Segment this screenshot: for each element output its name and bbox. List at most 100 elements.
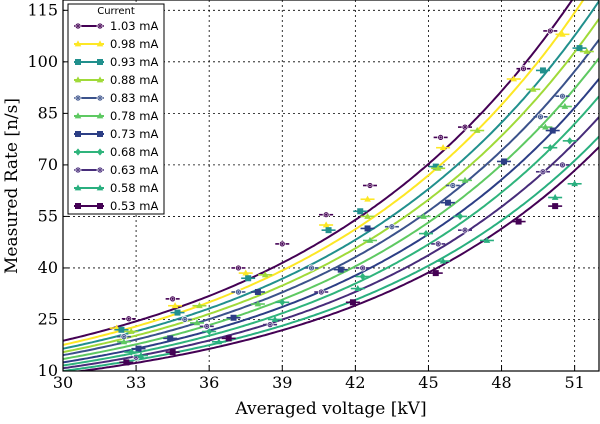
data-point xyxy=(241,275,256,282)
data-point xyxy=(163,335,178,342)
data-marker xyxy=(547,144,554,152)
marker-inner xyxy=(127,317,131,321)
data-point xyxy=(535,168,550,176)
data-marker xyxy=(359,272,366,281)
data-marker xyxy=(461,123,469,131)
marker-shape xyxy=(520,65,527,73)
marker-inner xyxy=(541,170,545,174)
y-axis-title: Measured Rate [n/s] xyxy=(2,98,22,274)
marker-shape xyxy=(359,272,366,281)
data-marker xyxy=(317,288,325,296)
marker-shape xyxy=(75,203,81,209)
data-marker xyxy=(461,226,469,234)
data-marker xyxy=(434,240,442,248)
data-point xyxy=(192,302,207,309)
x-tick-label: 51 xyxy=(564,373,584,392)
data-point xyxy=(116,333,131,341)
marker-shape xyxy=(364,225,371,232)
x-tick-label: 42 xyxy=(345,373,365,392)
legend-marker xyxy=(97,148,103,156)
marker-shape xyxy=(235,264,242,272)
legend-marker xyxy=(75,131,81,137)
data-point xyxy=(267,315,282,322)
data-point xyxy=(545,127,560,134)
data-point xyxy=(362,236,377,243)
data-marker xyxy=(137,351,145,358)
data-marker xyxy=(118,326,125,333)
marker-shape xyxy=(549,127,556,134)
data-marker xyxy=(529,85,537,92)
marker-shape xyxy=(317,288,325,296)
marker-shape xyxy=(196,302,203,309)
marker-inner xyxy=(368,183,372,188)
marker-inner xyxy=(560,94,565,98)
data-marker xyxy=(546,27,554,35)
marker-shape xyxy=(439,144,447,151)
legend-entry: 0.58 mA xyxy=(74,181,158,195)
data-point xyxy=(479,236,494,243)
marker-shape xyxy=(235,288,242,296)
marker-inner xyxy=(560,163,565,167)
data-point xyxy=(177,316,192,323)
marker-shape xyxy=(349,299,356,306)
marker-shape xyxy=(96,94,104,102)
marker-inner xyxy=(205,324,209,328)
data-marker xyxy=(461,176,469,183)
marker-shape xyxy=(515,218,522,225)
data-marker xyxy=(366,182,374,189)
marker-shape xyxy=(96,166,104,174)
marker-inner xyxy=(521,67,526,71)
data-point xyxy=(319,221,334,228)
marker-shape xyxy=(120,338,128,345)
data-marker xyxy=(349,299,356,306)
data-marker xyxy=(520,65,527,73)
data-marker xyxy=(434,164,442,171)
data-marker xyxy=(254,288,261,295)
marker-inner xyxy=(170,297,175,301)
data-marker xyxy=(174,309,181,316)
legend-entry: 0.73 mA xyxy=(74,127,158,141)
fit-curve-0-58-mA xyxy=(63,135,599,371)
data-marker xyxy=(266,321,274,329)
marker-shape xyxy=(439,257,447,264)
marker-shape xyxy=(181,316,189,323)
data-marker xyxy=(439,144,447,151)
data-point xyxy=(314,288,329,296)
data-marker xyxy=(483,236,491,243)
legend-marker xyxy=(74,112,82,119)
data-point xyxy=(431,240,446,248)
marker-shape xyxy=(271,315,279,322)
data-marker xyxy=(322,221,330,228)
data-point xyxy=(453,212,468,221)
marker-shape xyxy=(461,226,469,234)
marker-shape xyxy=(583,47,591,54)
legend-entry: 0.93 mA xyxy=(74,55,158,69)
data-point xyxy=(168,302,183,309)
marker-shape xyxy=(561,102,569,109)
marker-shape xyxy=(552,203,559,210)
marker-shape xyxy=(127,327,135,334)
marker-inner xyxy=(361,266,365,270)
data-marker xyxy=(230,314,237,321)
fit-curve-0-83-mA xyxy=(63,39,599,357)
legend-marker xyxy=(74,22,82,30)
marker-inner xyxy=(280,242,284,246)
data-point xyxy=(319,211,334,219)
marker-inner xyxy=(451,183,455,188)
data-marker xyxy=(337,266,344,273)
marker-shape xyxy=(539,67,546,74)
x-tick-label: 45 xyxy=(418,373,438,392)
legend-box xyxy=(67,3,165,215)
data-point xyxy=(131,345,146,352)
data-marker xyxy=(354,284,362,291)
data-point xyxy=(231,288,246,296)
legend-marker xyxy=(96,112,104,119)
data-point xyxy=(165,349,180,356)
marker-shape xyxy=(434,164,442,171)
legend-label: 0.73 mA xyxy=(110,127,158,141)
data-point xyxy=(543,27,558,35)
data-point xyxy=(275,298,290,306)
plot-frame xyxy=(62,0,600,372)
